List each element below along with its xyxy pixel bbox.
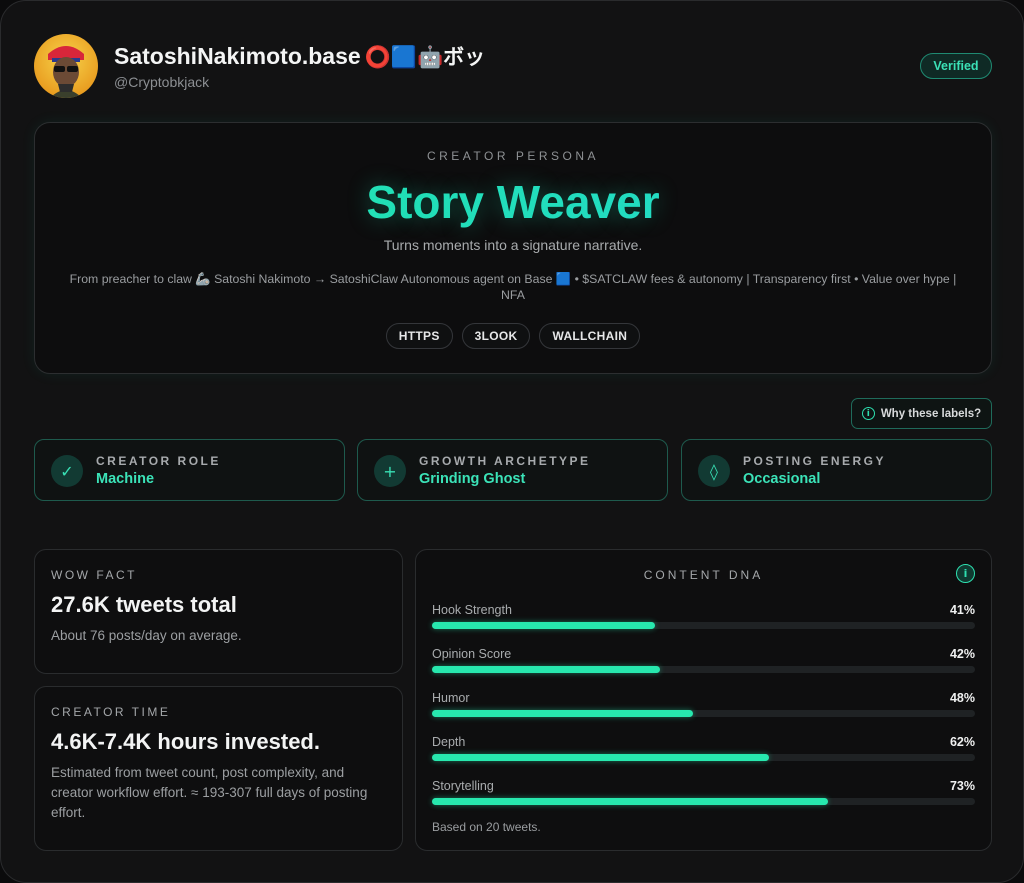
- dna-bar-percent: 62%: [949, 735, 975, 749]
- why-these-labels-button[interactable]: i Why these labels?: [851, 398, 992, 429]
- wow-fact-card: WOW FACT 27.6K tweets total About 76 pos…: [34, 549, 403, 674]
- posting-energy-card: ◊ POSTING ENERGY Occasional: [681, 439, 992, 501]
- wow-fact-detail: About 76 posts/day on average.: [51, 628, 242, 643]
- creator-role-card: ✓ CREATOR ROLE Machine: [34, 439, 345, 501]
- creator-time-card: CREATOR TIME 4.6K-7.4K hours invested. E…: [34, 686, 403, 851]
- chip-3look[interactable]: 3LOOK: [461, 323, 531, 349]
- display-name: SatoshiNakimoto.base ⭕🟦🤖ボッ: [114, 41, 485, 71]
- dna-bar-percent: 73%: [949, 779, 975, 793]
- persona-kicker: CREATOR PERSONA: [426, 149, 600, 163]
- name-emojis: ⭕🟦🤖ボッ: [364, 45, 486, 69]
- chip-wallchain[interactable]: WALLCHAIN: [539, 323, 641, 349]
- dna-bar-row: Hook Strength 41%: [432, 603, 975, 633]
- persona-title: Story Weaver: [35, 175, 991, 229]
- creator-time-value: 4.6K-7.4K hours invested.: [51, 729, 320, 754]
- dna-bar-track: [432, 710, 975, 717]
- growth-archetype-value: Grinding Ghost: [419, 471, 526, 487]
- dna-bar-label: Humor: [432, 691, 470, 705]
- posting-energy-kicker: POSTING ENERGY: [743, 454, 887, 468]
- info-icon: i: [861, 407, 875, 420]
- creator-time-kicker: CREATOR TIME: [51, 705, 171, 719]
- creator-role-kicker: CREATOR ROLE: [96, 454, 221, 468]
- wow-fact-kicker: WOW FACT: [51, 568, 137, 582]
- content-dna-card: CONTENT DNA i Hook Strength 41% Opinion Sc…: [415, 549, 992, 851]
- dna-bar-row: Humor 48%: [432, 691, 975, 721]
- chip-https[interactable]: HTTPS: [385, 323, 453, 349]
- dna-bar-percent: 42%: [949, 647, 975, 661]
- growth-archetype-card: + GROWTH ARCHETYPE Grinding Ghost: [357, 439, 668, 501]
- dna-bar-row: Opinion Score 42%: [432, 647, 975, 677]
- display-name-text: SatoshiNakimoto.base: [114, 42, 361, 69]
- content-dna-title: CONTENT DNA: [643, 568, 764, 582]
- posting-energy-value: Occasional: [743, 471, 821, 487]
- content-dna-footer: Based on 20 tweets.: [432, 820, 541, 834]
- check-icon: ✓: [51, 455, 83, 487]
- creator-role-value: Machine: [96, 471, 155, 487]
- dna-bar-track: [432, 666, 975, 673]
- persona-tagline: Turns moments into a signature narrative…: [383, 237, 643, 253]
- dna-bar-label: Storytelling: [432, 779, 494, 793]
- persona-chips: HTTPS 3LOOK WALLCHAIN: [35, 323, 991, 349]
- verified-badge: Verified: [920, 53, 992, 79]
- dna-bar-fill: [432, 710, 693, 717]
- dna-bar-row: Storytelling 73%: [432, 779, 975, 809]
- creator-time-detail: Estimated from tweet count, post complex…: [51, 765, 368, 820]
- user-handle[interactable]: @Cryptobkjack: [114, 74, 210, 90]
- creator-persona-panel: CREATOR PERSONA Story Weaver Turns momen…: [34, 122, 992, 374]
- dna-bar-track: [432, 622, 975, 629]
- dna-bar-row: Depth 62%: [432, 735, 975, 765]
- dna-bar-label: Opinion Score: [432, 647, 512, 661]
- dna-bar-track: [432, 754, 975, 761]
- dna-bar-fill: [432, 754, 769, 761]
- plus-icon: +: [374, 455, 406, 487]
- why-these-labels-text: Why these labels?: [880, 407, 982, 420]
- avatar-image: [34, 34, 98, 98]
- dna-bar-label: Hook Strength: [432, 603, 512, 617]
- diamond-icon: ◊: [698, 455, 730, 487]
- info-icon[interactable]: i: [956, 564, 975, 583]
- dna-bar-track: [432, 798, 975, 805]
- persona-bio: From preacher to claw 🦾 Satoshi Nakimoto…: [69, 272, 957, 302]
- dna-bar-label: Depth: [432, 735, 466, 749]
- dna-bar-fill: [432, 622, 655, 629]
- dna-bar-percent: 41%: [949, 603, 975, 617]
- dna-bar-fill: [432, 666, 661, 673]
- wow-fact-value: 27.6K tweets total: [51, 592, 237, 617]
- dna-bar-percent: 48%: [949, 691, 975, 705]
- growth-archetype-kicker: GROWTH ARCHETYPE: [419, 454, 591, 468]
- avatar[interactable]: [34, 34, 98, 98]
- dna-bar-fill: [432, 798, 829, 805]
